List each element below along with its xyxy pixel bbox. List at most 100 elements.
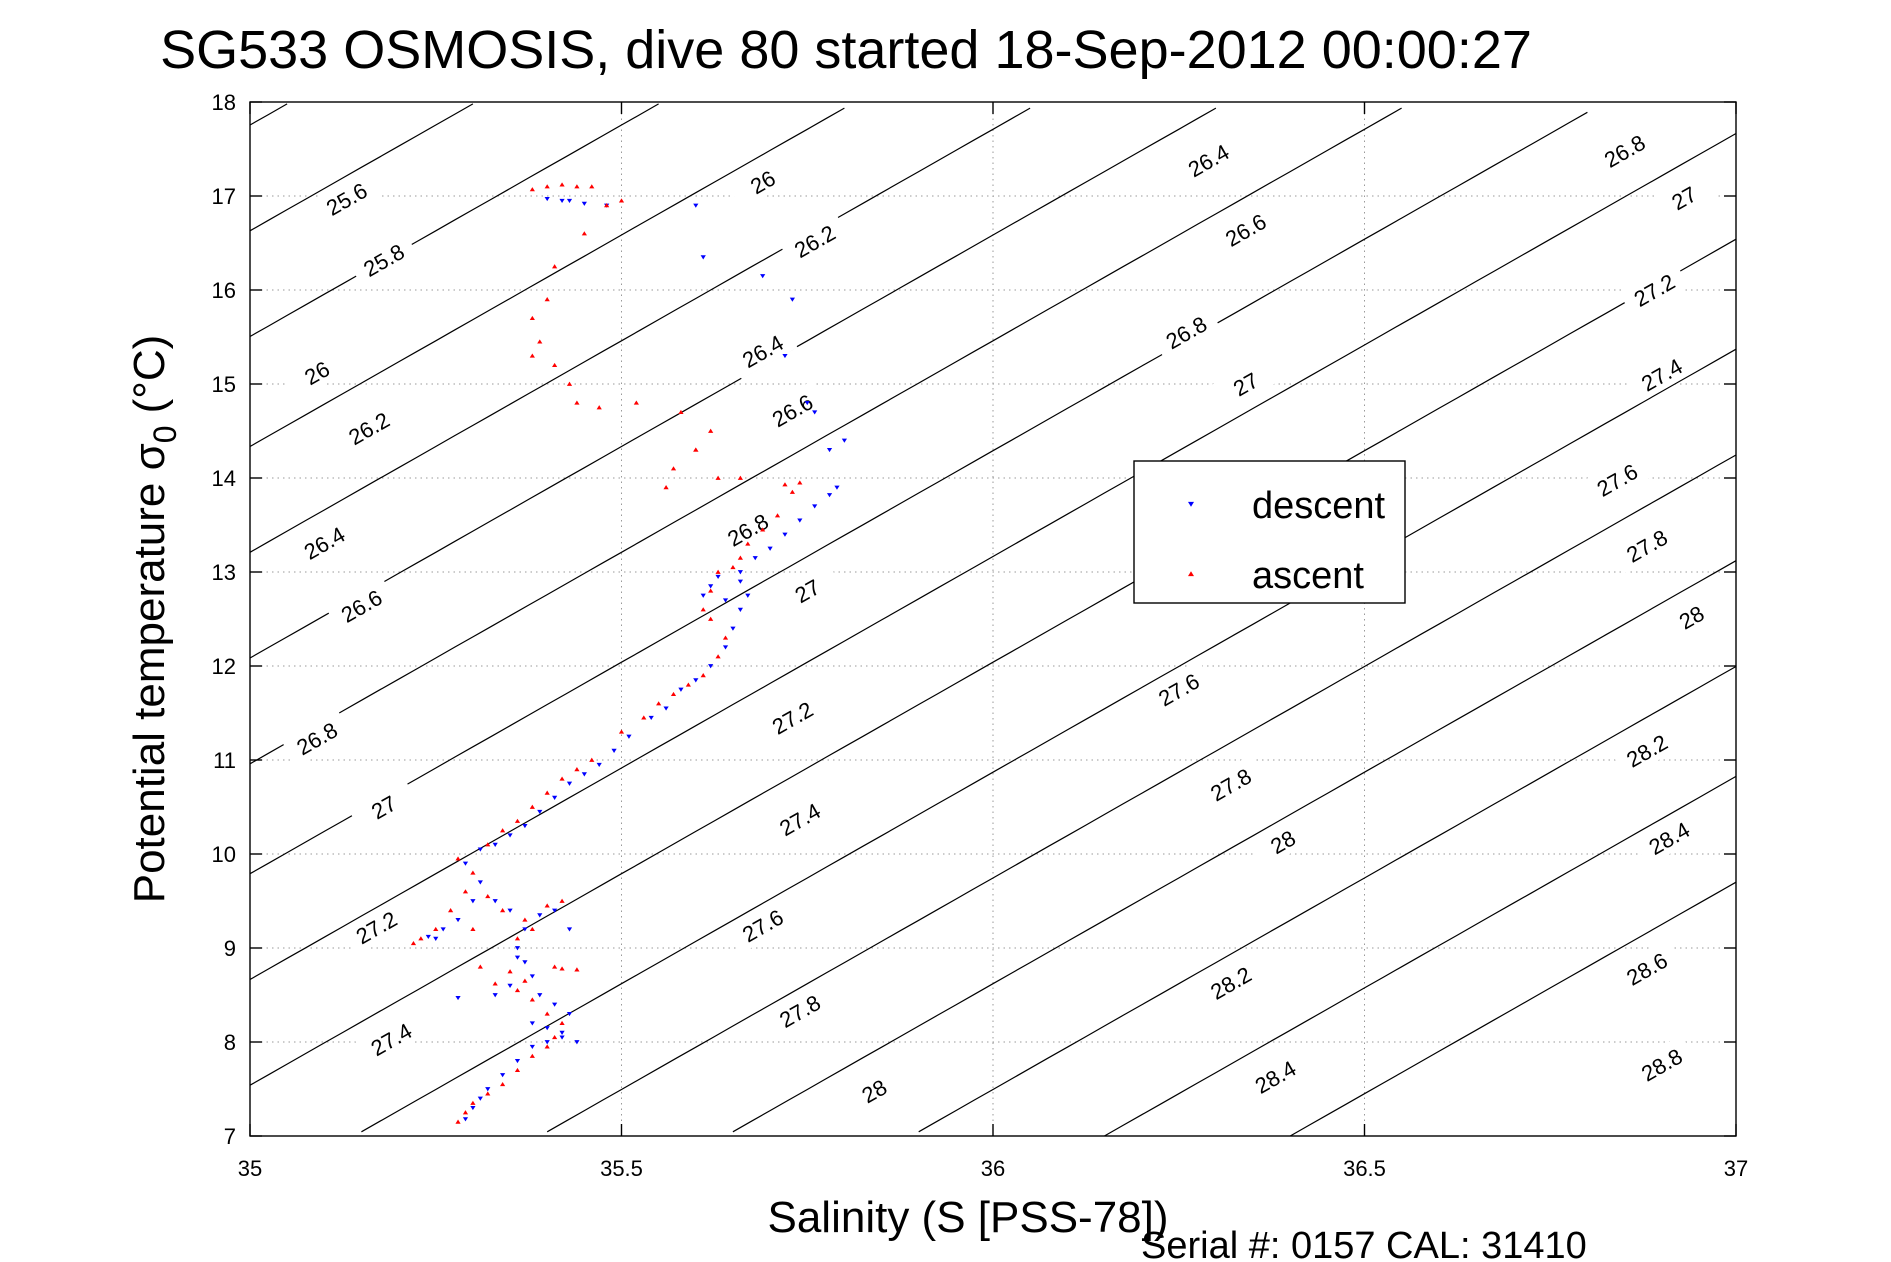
ascent-point — [544, 1044, 550, 1049]
y-tick-label: 13 — [212, 560, 236, 585]
x-tick-label: 36 — [981, 1156, 1005, 1181]
descent-point — [812, 410, 818, 415]
descent-point — [544, 197, 550, 202]
ascent-point — [670, 691, 677, 697]
ascent-point — [470, 1100, 476, 1105]
contour-label-gap — [340, 897, 412, 956]
contour-label-gap — [1172, 130, 1244, 189]
y-tick-label: 14 — [212, 466, 236, 491]
descent-point — [797, 518, 803, 523]
contour-label-gap — [1581, 450, 1652, 508]
descent-point — [552, 1002, 558, 1007]
ascent-point — [574, 967, 580, 972]
ascent-point — [574, 184, 580, 189]
descent-point — [440, 927, 446, 932]
density-contour-26.4 — [249, 107, 845, 448]
descent-point — [507, 908, 513, 913]
ascent-point — [722, 635, 729, 640]
contour-label-gap — [281, 708, 352, 767]
ascent-point — [500, 828, 506, 833]
legend: descent ascent — [1133, 460, 1406, 604]
descent-point — [626, 734, 632, 739]
descent-point — [470, 899, 476, 904]
ascent-point — [596, 405, 602, 410]
descent-point — [559, 1030, 565, 1035]
descent-point — [737, 607, 743, 612]
descent-point — [730, 626, 736, 631]
ascent-point — [774, 513, 781, 518]
x-tick-label: 36.5 — [1343, 1156, 1386, 1181]
contour-label-gap — [778, 211, 850, 270]
ascent-point — [552, 264, 558, 269]
ascent-point — [604, 203, 610, 208]
contour-label-gap — [1143, 659, 1214, 718]
ascent-point — [529, 1053, 535, 1058]
descent-point — [559, 1035, 565, 1040]
descent-point — [537, 913, 543, 918]
descent-point — [492, 899, 498, 904]
ascent-point — [700, 673, 706, 678]
y-tick-label: 11 — [213, 748, 236, 773]
descent-point — [708, 664, 714, 669]
ascent-point — [552, 1034, 558, 1040]
ascent-point — [514, 818, 521, 823]
legend-marker-descent — [1188, 501, 1194, 507]
descent-point — [529, 1021, 535, 1026]
descent-point — [544, 1026, 550, 1031]
descent-point — [611, 748, 617, 753]
contour-label-gap — [348, 777, 419, 835]
ascent-point — [663, 485, 669, 490]
descent-point — [477, 847, 483, 852]
ascent-point — [670, 466, 677, 471]
contour-label-gap — [288, 513, 360, 571]
descent-point — [826, 493, 833, 498]
x-tick-label: 35 — [238, 1156, 262, 1181]
ascent-point — [544, 1011, 550, 1016]
x-tick-label: 37 — [1724, 1156, 1748, 1181]
ascent-point — [737, 475, 743, 480]
ascent-point — [693, 447, 699, 452]
ascent-point — [492, 981, 498, 986]
ascent-point — [656, 701, 662, 706]
ascent-point — [462, 889, 469, 894]
contour-label-gap — [281, 342, 352, 401]
ascent-point — [782, 482, 788, 487]
contour-label-gap — [1588, 121, 1660, 179]
ascent-point — [797, 480, 803, 485]
descent-point — [715, 574, 721, 580]
descent-point — [826, 447, 833, 453]
density-contour-25.8 — [249, 103, 288, 126]
y-tick-label: 8 — [224, 1030, 236, 1055]
descent-point — [559, 198, 565, 204]
x-axis-ticks: 35 35.5 36 36.5 37 — [238, 102, 1748, 1181]
contour-label-gap — [1655, 587, 1727, 646]
ascent-point — [544, 790, 550, 795]
descent-point — [492, 842, 498, 847]
ascent-point — [529, 353, 535, 358]
contour-label-gap — [1209, 200, 1281, 258]
ascent-point — [470, 870, 476, 875]
contour-label-gap — [756, 380, 828, 439]
ascent-point — [559, 776, 565, 781]
contour-label-gap — [764, 981, 835, 1039]
ascent-point — [448, 908, 454, 913]
descent-point — [804, 400, 810, 406]
contour-label-gap — [1618, 260, 1690, 318]
y-tick-label: 9 — [224, 936, 236, 961]
ascent-point — [470, 926, 476, 932]
ascent-point — [574, 767, 580, 772]
y-tick-label: 17 — [212, 184, 236, 209]
ascent-point — [618, 198, 625, 203]
legend-marker-ascent — [1188, 571, 1194, 577]
ascent-point — [589, 757, 595, 762]
descent-point — [514, 1058, 521, 1064]
ascent-point — [522, 978, 528, 983]
ascent-point — [500, 908, 506, 913]
ascent-point — [745, 541, 751, 546]
ascent-point — [544, 297, 550, 302]
y-tick-label: 10 — [212, 842, 236, 867]
descent-point — [596, 762, 602, 768]
density-contour-27.6 — [249, 238, 1737, 1086]
contour-label-gap — [771, 561, 842, 619]
